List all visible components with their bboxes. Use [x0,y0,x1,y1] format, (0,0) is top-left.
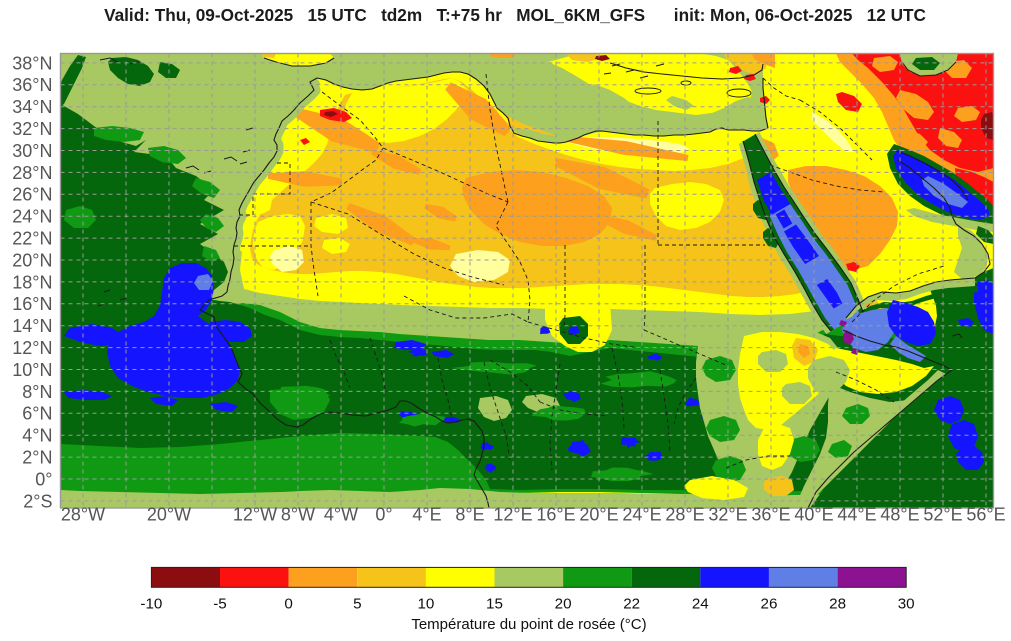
svg-text:16°E: 16°E [536,505,575,525]
svg-text:40°E: 40°E [794,505,833,525]
svg-text:0°: 0° [35,469,52,489]
svg-text:Température du point de rosée: Température du point de rosée (°C) [411,616,646,633]
svg-text:15: 15 [486,596,503,613]
svg-text:12°N: 12°N [12,338,52,358]
svg-text:8°W: 8°W [281,505,315,525]
svg-text:28°N: 28°N [12,163,52,183]
svg-text:2°N: 2°N [22,448,52,468]
svg-text:24: 24 [692,596,709,613]
svg-text:5: 5 [353,596,361,613]
svg-text:10: 10 [417,596,434,613]
svg-text:20°N: 20°N [12,250,52,270]
svg-text:8°N: 8°N [22,382,52,402]
svg-text:2°S: 2°S [23,491,52,511]
svg-text:0: 0 [284,596,292,613]
svg-text:20°W: 20°W [147,505,191,525]
svg-text:24°E: 24°E [622,505,661,525]
svg-text:16°N: 16°N [12,294,52,314]
svg-text:4°N: 4°N [22,426,52,446]
svg-text:-5: -5 [213,596,227,613]
svg-text:18°N: 18°N [12,272,52,292]
svg-text:10°N: 10°N [12,360,52,380]
svg-text:36°E: 36°E [751,505,790,525]
svg-text:36°N: 36°N [12,75,52,95]
svg-text:32°E: 32°E [708,505,747,525]
svg-text:28°E: 28°E [665,505,704,525]
svg-text:20°E: 20°E [579,505,618,525]
svg-text:-10: -10 [140,596,162,613]
svg-text:20: 20 [555,596,572,613]
svg-text:34°N: 34°N [12,97,52,117]
svg-text:44°E: 44°E [837,505,876,525]
svg-text:4°E: 4°E [412,505,441,525]
svg-text:22°N: 22°N [12,229,52,249]
svg-text:30: 30 [898,596,915,613]
svg-text:4°W: 4°W [324,505,358,525]
svg-text:28: 28 [829,596,846,613]
svg-text:38°N: 38°N [12,53,52,73]
svg-text:Valid: Thu, 09-Oct-2025 15 U: Valid: Thu, 09-Oct-2025 15 UTC td2m T:+7… [104,5,926,25]
svg-text:12°W: 12°W [233,505,277,525]
svg-text:56°E: 56°E [966,505,1005,525]
svg-text:26: 26 [761,596,778,613]
svg-text:24°N: 24°N [12,207,52,227]
svg-text:14°N: 14°N [12,316,52,336]
svg-text:28°W: 28°W [61,505,105,525]
svg-text:8°E: 8°E [455,505,484,525]
svg-text:22: 22 [623,596,640,613]
svg-text:48°E: 48°E [880,505,919,525]
svg-text:6°N: 6°N [22,404,52,424]
svg-text:52°E: 52°E [923,505,962,525]
svg-text:30°N: 30°N [12,141,52,161]
svg-text:26°N: 26°N [12,185,52,205]
svg-text:0°: 0° [375,505,392,525]
svg-text:32°N: 32°N [12,119,52,139]
svg-text:12°E: 12°E [493,505,532,525]
